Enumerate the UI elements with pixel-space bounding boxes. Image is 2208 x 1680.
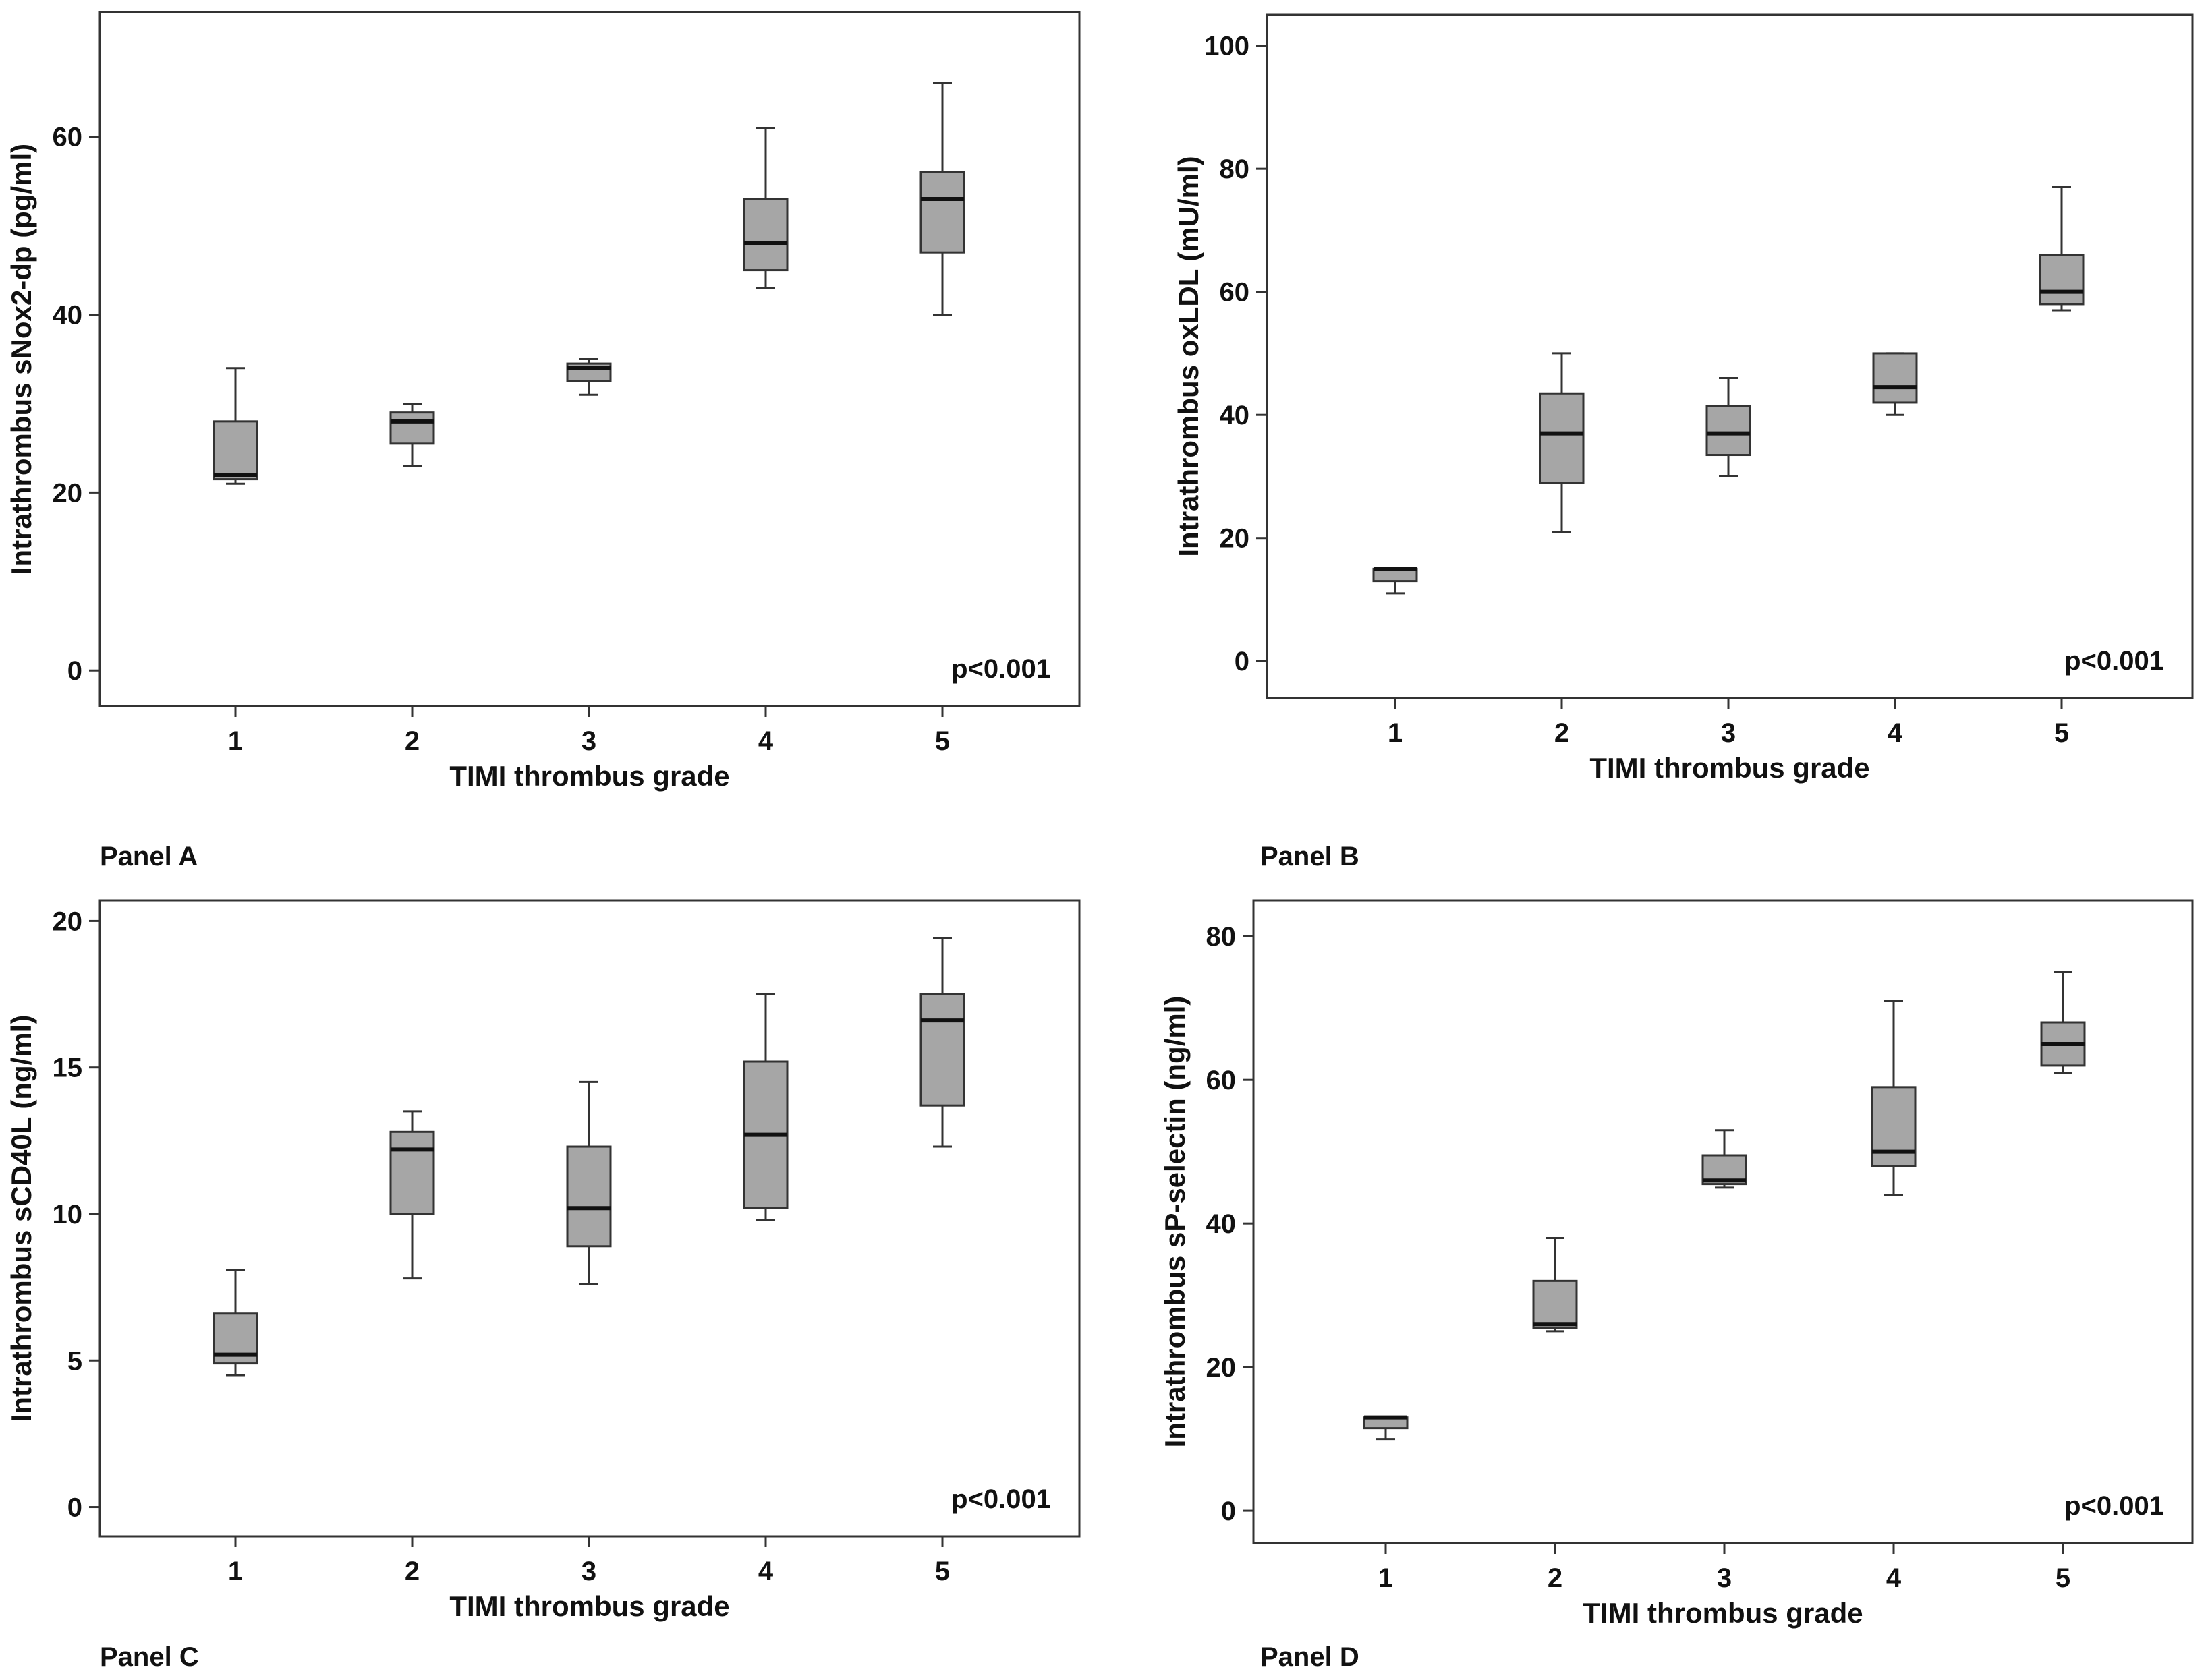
panel-d: 0 20 40 60 80 1 2 3 4 5 p<0.001 TIMI thrombus grade…	[1159, 899, 2194, 1672]
x-axis-title: TIMI thrombus grade	[1589, 752, 1869, 784]
box-grade-3	[566, 1080, 612, 1285]
y-tick-label: 60	[53, 123, 83, 152]
p-value-annotation: p<0.001	[2064, 1491, 2164, 1521]
box-grade-4	[743, 127, 789, 289]
x-tick-label: 1	[1388, 718, 1403, 748]
iqr-box	[389, 1130, 435, 1215]
panel-label: Panel D	[1260, 1642, 1359, 1672]
panel-a: 0 20 40 60 1 2 3 4 5 p<0.001 TIMI thrombus grade In…	[5, 11, 1081, 871]
x-tick-label: 4	[758, 726, 774, 756]
box-grade-3	[566, 358, 612, 396]
iqr-box	[1539, 392, 1585, 484]
x-axis-title: TIMI thrombus grade	[449, 1590, 729, 1622]
x-tick-label: 2	[405, 726, 420, 756]
box-grade-3	[1701, 1129, 1747, 1189]
iqr-box	[919, 993, 965, 1107]
box-grade-1	[213, 367, 258, 485]
panel-label: Panel A	[100, 842, 198, 871]
x-tick-label: 1	[228, 726, 243, 756]
x-axis-title: TIMI thrombus grade	[449, 760, 729, 792]
y-tick-label: 60	[1220, 278, 1250, 308]
y-tick-label: 0	[1221, 1497, 1236, 1526]
x-tick-label: 5	[2054, 718, 2069, 748]
x-tick-label: 2	[405, 1557, 420, 1586]
box-grade-4	[743, 993, 789, 1221]
y-tick-label: 40	[53, 301, 83, 330]
x-tick-label: 3	[582, 1557, 596, 1586]
iqr-box	[2039, 254, 2085, 306]
y-tick-label: 20	[53, 478, 83, 508]
x-tick-label: 3	[582, 726, 596, 756]
box-grade-2	[1532, 1236, 1578, 1333]
box-grade-4	[1872, 352, 1918, 416]
box-grade-2	[389, 1110, 435, 1280]
x-tick-label: 5	[935, 726, 950, 756]
box-grade-5	[2040, 971, 2086, 1074]
box-grade-2	[389, 402, 435, 467]
iqr-box	[743, 198, 789, 272]
panel-b: 0 20 40 60 80 100 1 2 3 4 5 p<0.001 TIMI thrombus gr…	[1172, 13, 2194, 871]
x-axis-title: TIMI thrombus grade	[1583, 1597, 1863, 1629]
y-tick-label: 15	[53, 1053, 83, 1083]
x-tick-label: 2	[1548, 1563, 1562, 1593]
plot-frame	[1266, 13, 2194, 699]
box-grade-4	[1871, 1000, 1917, 1196]
y-tick-label: 0	[67, 1493, 82, 1523]
x-tick-label: 4	[1886, 1563, 1902, 1593]
x-tick-label: 4	[1888, 718, 1903, 748]
iqr-box	[389, 411, 435, 445]
plot-frame	[1252, 899, 2194, 1544]
y-tick-label: 0	[1235, 647, 1249, 676]
box-grade-1	[213, 1269, 258, 1377]
iqr-box	[1871, 1086, 1917, 1167]
y-tick-label: 40	[1206, 1209, 1237, 1239]
y-axis-title: Intrathrombus sNox2-dp (pg/ml)	[5, 144, 37, 575]
y-tick-label: 20	[1220, 524, 1250, 554]
box-grade-1	[1363, 1415, 1409, 1441]
y-tick-label: 5	[67, 1346, 82, 1376]
x-tick-label: 1	[228, 1557, 243, 1586]
iqr-box	[566, 1145, 612, 1248]
panel-c: 0 5 10 15 20 1 2 3 4 5 p<0.001 TIMI thrombus grade I…	[5, 899, 1081, 1672]
x-tick-label: 1	[1378, 1563, 1393, 1593]
panel-label: Panel B	[1260, 842, 1359, 871]
p-value-annotation: p<0.001	[2064, 646, 2164, 676]
y-tick-label: 10	[53, 1200, 83, 1229]
y-tick-label: 20	[1206, 1353, 1237, 1383]
iqr-box	[1872, 352, 1918, 404]
y-tick-label: 80	[1206, 922, 1237, 952]
box-grade-2	[1539, 352, 1585, 533]
x-tick-label: 3	[1721, 718, 1736, 748]
y-axis-title: Intrathrombus sP-selectin (ng/ml)	[1159, 996, 1191, 1448]
y-tick-label: 20	[53, 906, 83, 936]
x-tick-label: 3	[1717, 1563, 1732, 1593]
y-tick-label: 80	[1220, 154, 1250, 184]
box-grade-5	[919, 937, 965, 1148]
y-axis-title: Intrathrombus sCD40L (ng/ml)	[5, 1015, 37, 1422]
iqr-box	[213, 420, 258, 481]
box-grade-5	[2039, 186, 2085, 312]
y-axis-title: Intrathrombus oxLDL (mU/ml)	[1172, 156, 1204, 556]
y-tick-label: 0	[67, 656, 82, 686]
iqr-box	[1532, 1279, 1578, 1329]
iqr-box	[919, 171, 965, 254]
panel-label: Panel C	[100, 1642, 199, 1672]
iqr-box	[1705, 405, 1751, 457]
box-grade-1	[1372, 567, 1418, 595]
y-tick-label: 100	[1204, 32, 1249, 61]
x-tick-label: 2	[1554, 718, 1569, 748]
y-tick-label: 60	[1206, 1066, 1237, 1095]
x-tick-label: 5	[935, 1557, 950, 1586]
box-grade-5	[919, 82, 965, 316]
y-tick-label: 40	[1220, 401, 1250, 430]
box-grade-3	[1705, 376, 1751, 477]
x-tick-label: 4	[758, 1557, 774, 1586]
x-tick-label: 5	[2056, 1563, 2070, 1593]
p-value-annotation: p<0.001	[951, 1484, 1051, 1514]
p-value-annotation: p<0.001	[951, 654, 1051, 684]
